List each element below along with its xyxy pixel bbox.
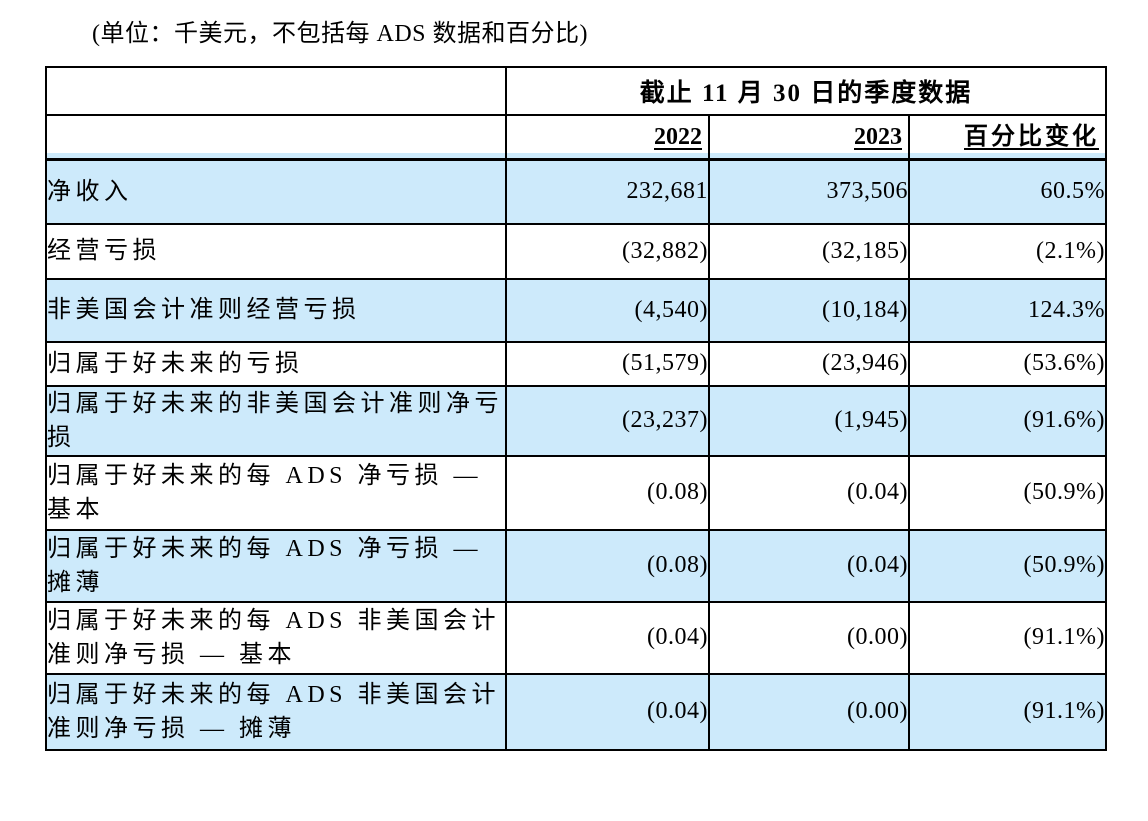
column-header-pct-change-label: 百分比变化 — [964, 124, 1099, 150]
row-label: 归属于好未来的每 ADS 净亏损 — 基本 — [45, 454, 507, 531]
value-2023: (10,184) — [708, 277, 910, 343]
value-2022: (51,579) — [505, 340, 710, 387]
value-2023: (0.04) — [708, 454, 910, 531]
table-row-net-revenues: 净收入 232,681 373,506 60.5% — [45, 158, 1107, 225]
value-pct-change: (91.6%) — [908, 384, 1107, 457]
value-pct-change: 60.5% — [908, 158, 1107, 225]
row-label: 经营亏损 — [45, 222, 507, 280]
column-header-2022: 2022 — [505, 114, 710, 161]
table-row-net-loss-per-ads-basic: 归属于好未来的每 ADS 净亏损 — 基本 (0.08) (0.04) (50.… — [45, 454, 1107, 531]
row-label: 归属于好未来的每 ADS 净亏损 — 摊薄 — [45, 528, 507, 603]
column-header-2022-label: 2022 — [654, 124, 702, 150]
table-row-net-loss-per-ads-diluted: 归属于好未来的每 ADS 净亏损 — 摊薄 (0.08) (0.04) (50.… — [45, 528, 1107, 603]
value-2022: (0.08) — [505, 454, 710, 531]
row-label: 归属于好未来的非美国会计准则净亏损 — [45, 384, 507, 457]
value-2022: (4,540) — [505, 277, 710, 343]
table-row-operating-loss: 经营亏损 (32,882) (32,185) (2.1%) — [45, 222, 1107, 280]
units-note: (单位：千美元，不包括每 ADS 数据和百分比) — [92, 21, 588, 47]
column-header-2023-label: 2023 — [854, 124, 902, 150]
value-2023: (1,945) — [708, 384, 910, 457]
row-label: 归属于好未来的亏损 — [45, 340, 507, 387]
table-row-non-gaap-net-loss-attributable: 归属于好未来的非美国会计准则净亏损 (23,237) (1,945) (91.6… — [45, 384, 1107, 457]
value-pct-change: 124.3% — [908, 277, 1107, 343]
value-pct-change: (53.6%) — [908, 340, 1107, 387]
value-2022: 232,681 — [505, 158, 710, 225]
value-pct-change: (2.1%) — [908, 222, 1107, 280]
row-label: 非美国会计准则经营亏损 — [45, 277, 507, 343]
table-row-non-gaap-operating-loss: 非美国会计准则经营亏损 (4,540) (10,184) 124.3% — [45, 277, 1107, 343]
table-row-non-gaap-net-loss-per-ads-diluted: 归属于好未来的每 ADS 非美国会计准则净亏损 — 摊薄 (0.04) (0.0… — [45, 672, 1107, 751]
value-2022: (32,882) — [505, 222, 710, 280]
value-2023: 373,506 — [708, 158, 910, 225]
value-2023: (0.00) — [708, 672, 910, 751]
value-2022: (0.04) — [505, 672, 710, 751]
value-2022: (0.08) — [505, 528, 710, 603]
value-2023: (0.00) — [708, 600, 910, 675]
header-empty-cell — [45, 114, 507, 161]
value-2022: (23,237) — [505, 384, 710, 457]
column-header-2023: 2023 — [708, 114, 910, 161]
table-title: 截止 11 月 30 日的季度数据 — [505, 66, 1107, 116]
value-2023: (32,185) — [708, 222, 910, 280]
value-2022: (0.04) — [505, 600, 710, 675]
value-2023: (0.04) — [708, 528, 910, 603]
column-header-row: 2022 2023 百分比变化 — [45, 114, 1107, 161]
value-pct-change: (91.1%) — [908, 672, 1107, 751]
value-2023: (23,946) — [708, 340, 910, 387]
table-row-loss-attributable: 归属于好未来的亏损 (51,579) (23,946) (53.6%) — [45, 340, 1107, 387]
financial-report-page: (单位：千美元，不包括每 ADS 数据和百分比) 截止 11 月 30 日的季度… — [0, 13, 1148, 751]
table-title-row: 截止 11 月 30 日的季度数据 — [45, 66, 1107, 116]
row-label: 归属于好未来的每 ADS 非美国会计准则净亏损 — 摊薄 — [45, 672, 507, 751]
table-row-non-gaap-net-loss-per-ads-basic: 归属于好未来的每 ADS 非美国会计准则净亏损 — 基本 (0.04) (0.0… — [45, 600, 1107, 675]
row-label: 归属于好未来的每 ADS 非美国会计准则净亏损 — 基本 — [45, 600, 507, 675]
value-pct-change: (50.9%) — [908, 454, 1107, 531]
value-pct-change: (50.9%) — [908, 528, 1107, 603]
value-pct-change: (91.1%) — [908, 600, 1107, 675]
column-header-pct-change: 百分比变化 — [908, 114, 1107, 161]
row-label: 净收入 — [45, 158, 507, 225]
quarterly-results-table: 截止 11 月 30 日的季度数据 2022 2023 百分比变化 净收入 23… — [45, 66, 1107, 751]
header-corner-cell — [45, 66, 507, 116]
